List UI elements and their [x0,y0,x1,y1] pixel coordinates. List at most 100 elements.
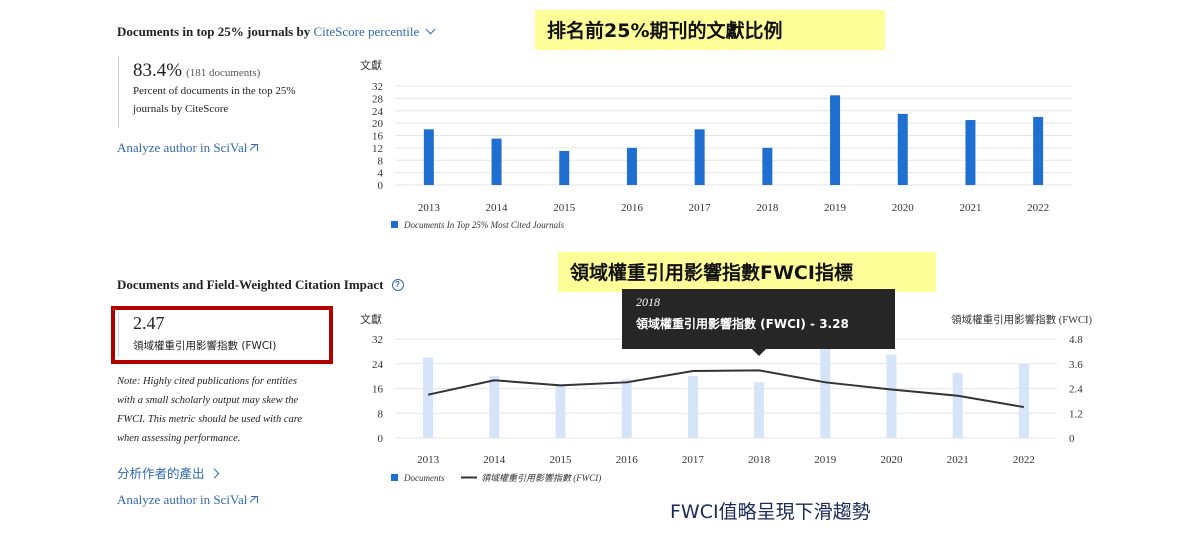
bar [423,129,434,185]
external-link-icon [251,496,259,503]
fwci-note-line: when assessing performance. [117,433,241,444]
bar [559,150,570,185]
analyze-author-output-label: 分析作者的產出 [117,466,205,481]
y2-axis-title: 領域權重引用影響指數 (FWCI) [951,313,1092,326]
x-tick-label: 2022 [1027,202,1049,214]
y-tick-label: 24 [372,359,384,371]
x-tick-label: 2018 [748,454,771,466]
top25-metric-block: 83.4% (181 documents) Percent of documen… [118,56,328,128]
fwci-note-line: FWCI. This metric should be used with ca… [117,414,303,425]
tooltip-year: 2018 [636,295,660,309]
legend-swatch-documents [391,474,398,481]
y-tick-label: 20 [372,118,384,130]
bar [762,147,773,185]
fwci-note: Note: Highly cited publications for enti… [117,372,347,448]
section1-title-text: Documents in top 25% journals by [117,24,311,39]
y2-tick-label: 2.4 [1069,384,1083,396]
citescore-percentile-link-label: CiteScore percentile [313,24,420,39]
fwci-combo-chart: 文獻 領域權重引用影響指數 (FWCI)0816243201.22.43.64.8… [360,312,1092,483]
callout-top25: 排名前25%期刊的文獻比例 [535,10,885,50]
y-tick-label: 12 [372,143,383,155]
external-link-icon [251,144,259,151]
citescore-percentile-link[interactable]: CiteScore percentile [313,24,436,39]
legend-label-documents: Documents [403,473,445,483]
y-axis-title: 文獻 [360,312,382,326]
fwci-note-line: Note: Highly cited publications for enti… [117,376,297,387]
analyze-author-output-link[interactable]: 分析作者的產出 [117,463,219,482]
x-tick-label: 2017 [682,454,705,466]
x-tick-label: 2013 [417,454,440,466]
y-tick-label: 4 [378,168,384,180]
bar [491,138,502,185]
callout-fwci-text: 領域權重引用影響指數FWCI指標 [570,262,853,284]
top25-desc-line2: journals by CiteScore [133,103,229,115]
fwci-tooltip: 2018 領域權重引用影響指數 (FWCI) - 3.28 [622,289,895,356]
chevron-right-icon [209,468,219,479]
x-tick-label: 2013 [418,202,441,214]
analyze-scival-link-2-label: Analyze author in SciVal [117,492,248,507]
x-tick-label: 2015 [550,454,573,466]
y-axis-title: 文獻 [360,58,382,72]
y2-tick-label: 4.8 [1069,334,1083,346]
fwci-line [427,369,1025,409]
fwci-note-line: with a small scholarly output may skew t… [117,395,299,406]
fwci-value: 2.47 [133,313,165,333]
legend-label: Documents In Top 25% Most Cited Journals [403,220,565,230]
bar [886,354,897,438]
bottom-caption: FWCI值略呈現下滑趨勢 [670,501,871,523]
section2-title: Documents and Field-Weighted Citation Im… [117,277,404,293]
y-tick-label: 16 [372,131,384,143]
x-tick-label: 2020 [881,454,904,466]
fwci-value-box: 2.47 領域權重引用影響指數 (FWCI) [111,306,333,364]
bar [555,385,566,438]
x-tick-label: 2019 [824,202,847,214]
analyze-scival-link-2[interactable]: Analyze author in SciVal [117,492,259,508]
bar [621,379,632,438]
y-tick-label: 32 [372,334,383,346]
analyze-scival-link-1[interactable]: Analyze author in SciVal [117,140,259,156]
x-tick-label: 2014 [486,202,509,214]
x-tick-label: 2015 [553,202,576,214]
section1-title: Documents in top 25% journals by CiteSco… [117,24,436,40]
y-tick-label: 24 [372,106,384,118]
bar [1033,116,1044,185]
top25-desc-line1: Percent of documents in the top 25% [133,85,296,97]
bar [687,376,698,438]
callout-fwci: 領域權重引用影響指數FWCI指標 [558,252,936,292]
y2-tick-label: 3.6 [1069,359,1083,371]
bar [754,382,765,438]
analyze-scival-link-1-label: Analyze author in SciVal [117,140,248,155]
x-tick-label: 2017 [689,202,712,214]
y2-tick-label: 0 [1069,433,1075,445]
bar [423,357,434,438]
x-tick-label: 2016 [616,454,639,466]
bar [952,373,963,438]
x-tick-label: 2014 [483,454,506,466]
top25-value: 83.4% [133,60,183,81]
legend-swatch [391,221,398,228]
bar [626,147,637,185]
chevron-down-icon [425,24,436,35]
x-tick-label: 2022 [1013,454,1035,466]
top25-count: (181 documents) [186,67,261,79]
x-tick-label: 2021 [959,202,981,214]
x-tick-label: 2016 [621,202,644,214]
y-tick-label: 0 [378,180,384,192]
help-icon[interactable]: ? [391,279,404,292]
x-tick-label: 2020 [892,202,915,214]
legend-label-fwci: 領域權重引用影響指數 (FWCI) [481,473,601,483]
y-tick-label: 8 [378,408,384,420]
y-tick-label: 16 [372,384,384,396]
x-tick-label: 2018 [756,202,779,214]
y-tick-label: 32 [372,81,383,93]
y-tick-label: 28 [372,93,384,105]
bar [830,95,841,185]
section2-title-text: Documents and Field-Weighted Citation Im… [117,277,384,292]
y2-tick-label: 1.2 [1069,408,1083,420]
bar [1018,363,1029,438]
fwci-value-label: 領域權重引用影響指數 (FWCI) [133,340,277,352]
tooltip-text: 領域權重引用影響指數 (FWCI) - 3.28 [636,317,849,331]
bar [965,120,976,185]
y-tick-label: 8 [378,155,384,167]
y-tick-label: 0 [378,433,384,445]
